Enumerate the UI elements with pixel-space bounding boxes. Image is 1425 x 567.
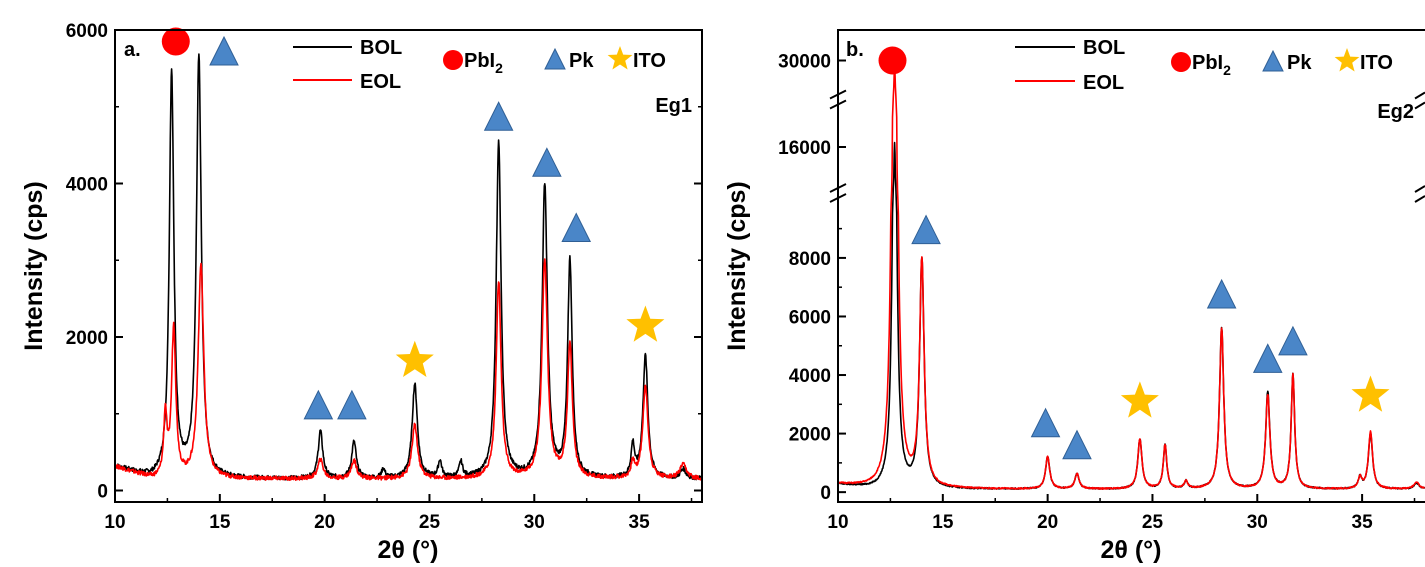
legend-pbi2-main: PbI: [464, 50, 495, 72]
pk-triangle-marker: [561, 212, 592, 243]
panel-b-y-axis-label: Intensity (cps): [723, 181, 751, 350]
ito-star-marker: [395, 340, 434, 377]
ito-star-marker: [1351, 375, 1390, 412]
series-line-eol: [115, 258, 702, 481]
pbi2-circle-marker: [161, 27, 190, 56]
panel-b-legend: BOL EOL PbI2 Pk ITO: [1015, 37, 1393, 94]
y-tick-label: 16000: [778, 138, 831, 159]
legend-star-icon: [1334, 48, 1360, 72]
legend-label-bol: BOL: [360, 37, 402, 59]
legend-triangle-icon: [544, 47, 566, 70]
y-tick-label: 4000: [789, 366, 831, 387]
series-line-eol: [838, 55, 1425, 490]
panel-b-ticks: 10 15 20 25 30 35 0 2000 4000 6000 8000 16000 30000: [778, 52, 1416, 533]
pk-triangle-marker: [337, 389, 367, 420]
x-tick-label: 20: [314, 512, 335, 533]
panel-b: 10 15 20 25 30 35020004000600080001600030000 …: [723, 29, 1425, 564]
legend-circle-icon: [443, 50, 463, 70]
pk-triangle-marker: [1278, 325, 1308, 356]
pk-triangle-marker: [1030, 407, 1061, 438]
axis-break-gap-right: [1414, 94, 1425, 107]
legend-label-ito: ITO: [633, 50, 666, 72]
pk-triangle-marker: [911, 214, 941, 245]
x-tick-label: 35: [629, 512, 651, 533]
legend-label-eol: EOL: [1083, 72, 1124, 94]
legend-star-icon: [607, 46, 633, 70]
panel-b-x-axis-label: 2θ (°): [1100, 536, 1161, 564]
y-tick-label: 6000: [789, 307, 831, 328]
x-tick-label: 10: [827, 512, 848, 533]
x-tick-label: 25: [1142, 512, 1164, 533]
panel-a-y-axis-label: Intensity (cps): [20, 181, 48, 350]
panel-b-frame: [837, 29, 1425, 503]
legend-label-eol: EOL: [360, 71, 401, 93]
y-tick-label: 2000: [789, 425, 831, 446]
axis-break-mark-right: [1414, 195, 1425, 203]
x-tick-label: 35: [1352, 512, 1374, 533]
legend-pbi2-sub: 2: [495, 60, 503, 76]
pk-triangle-marker: [532, 147, 562, 177]
pk-triangle-marker: [483, 101, 514, 131]
legend-circle-icon: [1171, 52, 1191, 72]
y-tick-label: 6000: [66, 21, 108, 42]
panel-a-tag: Eg1: [655, 95, 692, 117]
x-tick-label: 15: [932, 512, 954, 533]
axis-break-mark-right: [1414, 91, 1425, 100]
x-tick-label: 10: [104, 512, 125, 533]
pk-triangle-marker: [1206, 278, 1237, 309]
pbi2-circle-marker: [878, 46, 907, 75]
pk-triangle-marker: [1062, 429, 1092, 460]
ito-star-marker: [626, 305, 665, 342]
y-tick-label: 0: [820, 483, 831, 504]
legend-label-bol: BOL: [1083, 37, 1125, 59]
legend-label-ito: ITO: [1360, 52, 1393, 74]
legend-label-pbi2: PbI2: [1192, 52, 1231, 78]
legend-pbi2-main: PbI: [1192, 52, 1223, 74]
legend-label-pk: Pk: [569, 50, 594, 72]
y-tick-label: 8000: [789, 249, 831, 270]
y-tick-label: 30000: [778, 52, 831, 73]
panel-a-x-axis-label: 2θ (°): [377, 536, 438, 564]
pk-triangle-marker: [1252, 343, 1283, 373]
y-tick-label: 4000: [66, 174, 108, 195]
panel-a-frame: [114, 29, 703, 503]
y-tick-label: 0: [97, 481, 108, 502]
panel-a-ticks: 10 15 20 25 30 35 0 2000 4000 6000: [66, 21, 702, 533]
x-tick-label: 30: [1247, 512, 1268, 533]
y-tick-label: 2000: [66, 328, 108, 349]
axis-break-mark-right: [1414, 185, 1425, 193]
panel-b-series: [838, 55, 1425, 490]
axis-break-gap-right: [1414, 188, 1425, 200]
axis-break-mark-right: [1414, 101, 1425, 110]
panel-a-series: [115, 53, 702, 481]
x-tick-label: 25: [419, 512, 441, 533]
panel-a: 10 15 20 25 30 35 0 2000 4000 6000 a. Eg1 BOL EOL…: [20, 21, 703, 564]
x-tick-label: 15: [209, 512, 231, 533]
pk-triangle-marker: [209, 35, 239, 66]
panel-b-tag: Eg2: [1377, 101, 1414, 123]
panel-a-markers: [161, 27, 665, 420]
ito-star-marker: [1120, 381, 1159, 418]
panel-a-legend: BOL EOL PbI2 Pk ITO: [293, 37, 666, 93]
panel-a-label: a.: [124, 39, 141, 61]
legend-pbi2-sub: 2: [1223, 62, 1231, 78]
x-tick-label: 20: [1037, 512, 1058, 533]
panel-b-markers: [878, 46, 1390, 460]
legend-label-pk: Pk: [1287, 52, 1312, 74]
legend-label-pbi2: PbI2: [464, 50, 503, 76]
x-tick-label: 30: [524, 512, 545, 533]
legend-triangle-icon: [1262, 49, 1284, 72]
pk-triangle-marker: [303, 389, 334, 420]
panel-b-label: b.: [846, 39, 864, 61]
